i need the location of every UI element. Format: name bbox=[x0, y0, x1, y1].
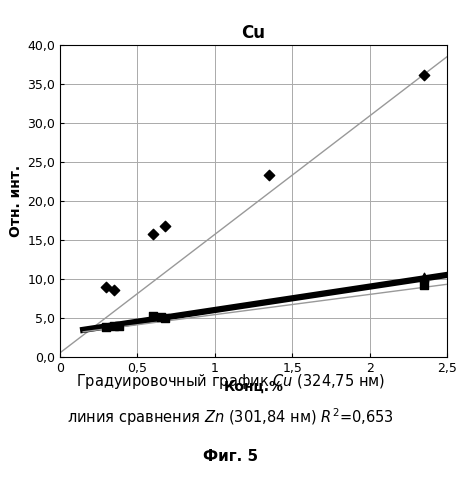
Point bbox=[157, 313, 164, 321]
Point bbox=[115, 322, 123, 330]
Point bbox=[266, 171, 273, 179]
Point bbox=[161, 222, 169, 230]
Point bbox=[420, 71, 428, 79]
Text: линия сравнения $\mathit{Zn}$ (301,84 нм) $R^2$=0,653: линия сравнения $\mathit{Zn}$ (301,84 нм… bbox=[67, 407, 394, 428]
Text: Градуировочный график $\mathit{Cu}$ (324,75 нм): Градуировочный график $\mathit{Cu}$ (324… bbox=[76, 372, 385, 391]
X-axis label: Конц.%: Конц.% bbox=[224, 380, 284, 394]
Title: Cu: Cu bbox=[242, 24, 266, 42]
Point bbox=[161, 314, 169, 322]
Text: Фиг. 5: Фиг. 5 bbox=[203, 449, 258, 464]
Point bbox=[111, 286, 118, 294]
Y-axis label: Отн. инт.: Отн. инт. bbox=[9, 165, 23, 237]
Point bbox=[103, 323, 110, 331]
Point bbox=[149, 312, 157, 320]
Point bbox=[149, 230, 157, 238]
Point bbox=[111, 322, 118, 330]
Point bbox=[103, 282, 110, 290]
Point bbox=[420, 281, 428, 289]
Point bbox=[420, 273, 428, 281]
